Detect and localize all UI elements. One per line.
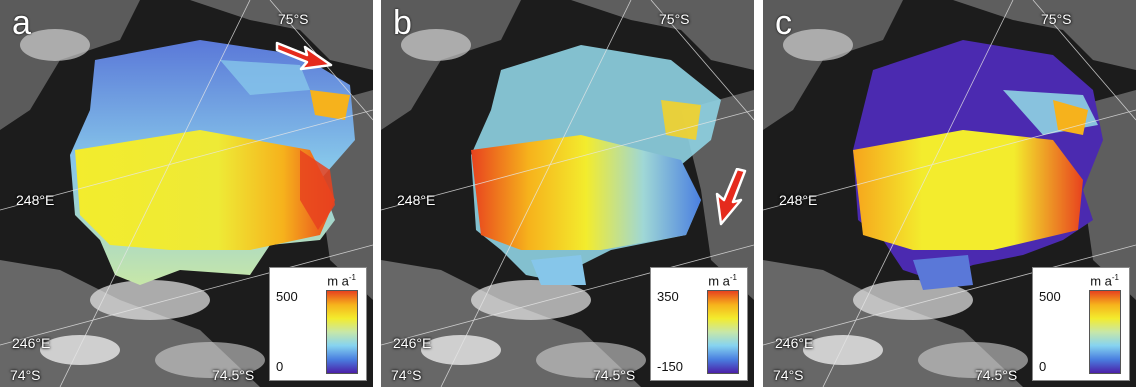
arrow-right-icon [275,41,333,71]
legend-max: 500 [1039,289,1061,304]
lon-label-248: 248°E [397,192,436,208]
lat-label-top: 75°S [278,11,309,27]
lon-label-248: 248°E [16,192,55,208]
colorbar-legend: m a-1 350 -150 [650,267,748,381]
lat-label-74: 74°S [10,367,41,383]
lon-label-246: 246°E [12,335,51,351]
panel-letter: b [393,4,412,42]
legend-unit: m a-1 [1090,273,1119,289]
lon-label-246: 246°E [393,335,432,351]
legend-max: 500 [276,289,298,304]
colorbar-legend: m a-1 500 0 [1032,267,1130,381]
panel-letter: a [12,4,31,42]
map-panel-b [381,0,754,387]
colorbar-legend: m a-1 500 0 [269,267,367,381]
panel-a: a 75°S 248°E 246°E 74°S 74.5°S m a-1 500… [0,0,373,387]
legend-min: -150 [657,359,684,374]
colorbar [707,290,739,374]
lat-label-74-5: 74.5°S [212,367,255,383]
legend-unit: m a-1 [327,273,356,289]
lat-label-74-5: 74.5°S [975,367,1018,383]
arrow-down-left-icon [715,168,747,226]
lat-label-74: 74°S [391,367,422,383]
legend-min: 0 [276,359,284,374]
colorbar [1089,290,1121,374]
lat-label-74-5: 74.5°S [593,367,636,383]
lon-label-248: 248°E [779,192,818,208]
legend-max: 350 [657,289,679,304]
colorbar [326,290,358,374]
lat-label-top: 75°S [1041,11,1072,27]
lon-label-246: 246°E [775,335,814,351]
lat-label-74: 74°S [773,367,804,383]
panel-c: c 75°S 248°E 246°E 74°S 74.5°S m a-1 500… [763,0,1136,387]
legend-min: 0 [1039,359,1047,374]
panel-b: b 75°S 248°E 246°E 74°S 74.5°S m a-1 350… [381,0,754,387]
lat-label-top: 75°S [659,11,690,27]
legend-unit: m a-1 [708,273,737,289]
panel-letter: c [775,4,792,42]
